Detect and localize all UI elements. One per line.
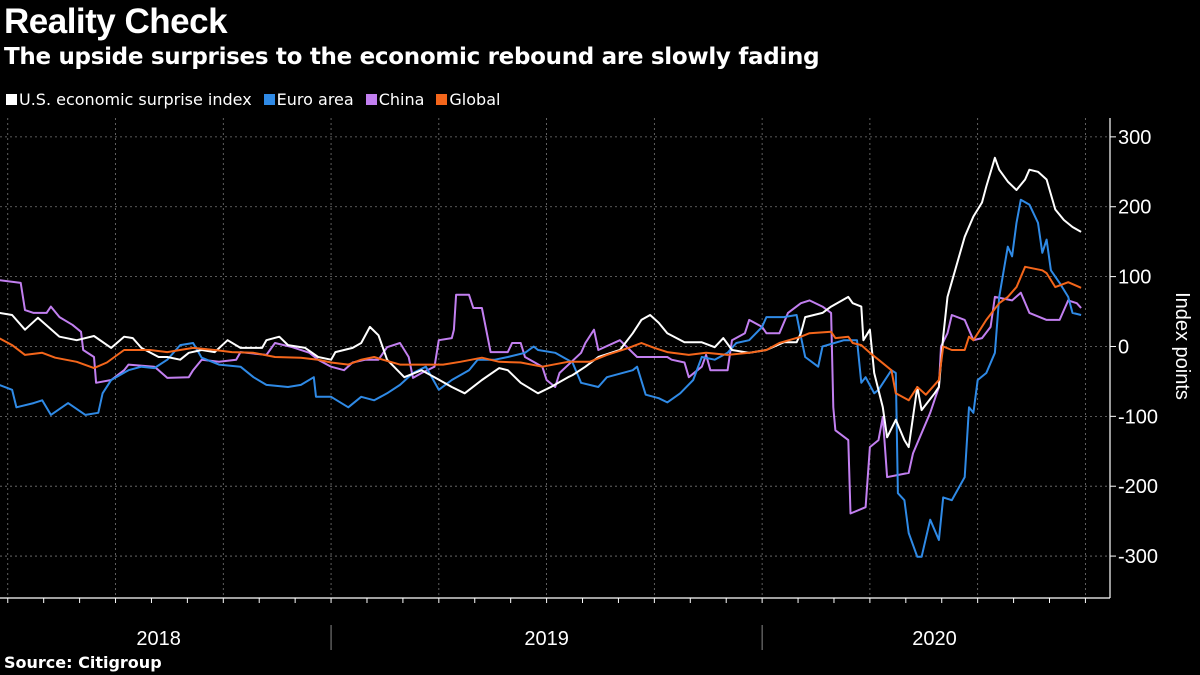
y-tick-label: -100 (1118, 406, 1158, 428)
legend-swatch-china (365, 94, 377, 105)
chart-title: Reality Check (4, 2, 228, 41)
source-note: Source: Citigroup (4, 653, 162, 672)
legend-item-global: Global (436, 90, 500, 109)
x-tick-label: 2020 (912, 628, 957, 650)
legend-swatch-euro-area (263, 94, 275, 105)
chart-subtitle: The upside surprises to the economic reb… (4, 44, 820, 70)
y-tick-label: 200 (1118, 197, 1151, 219)
legend-item-us: U.S. economic surprise index (6, 90, 252, 109)
legend-swatch-global (436, 94, 448, 105)
series-line-global (0, 265, 1082, 402)
y-tick-label: 0 (1118, 336, 1129, 358)
legend-swatch-us (6, 94, 17, 105)
y-tick-label: -300 (1118, 546, 1158, 568)
y-tick-label: 300 (1118, 127, 1151, 149)
y-tick-label: -200 (1118, 476, 1158, 498)
y-axis-label: Index points (1171, 292, 1193, 400)
legend-label-global: Global (449, 90, 501, 109)
series-line-us (0, 156, 1082, 449)
series-line-china (0, 279, 1082, 515)
x-tick-label: 2019 (524, 628, 569, 650)
y-tick-label: 100 (1118, 267, 1151, 289)
x-tick-label: 2018 (136, 628, 181, 650)
legend: U.S. economic surprise index Euro area C… (6, 90, 500, 109)
legend-item-china: China (365, 90, 425, 109)
legend-label-us: U.S. economic surprise index (19, 90, 252, 109)
legend-item-euro-area: Euro area (263, 90, 354, 109)
legend-label-euro-area: Euro area (276, 90, 354, 109)
series-line-euro-area (0, 198, 1082, 558)
legend-label-china: China (378, 90, 425, 109)
